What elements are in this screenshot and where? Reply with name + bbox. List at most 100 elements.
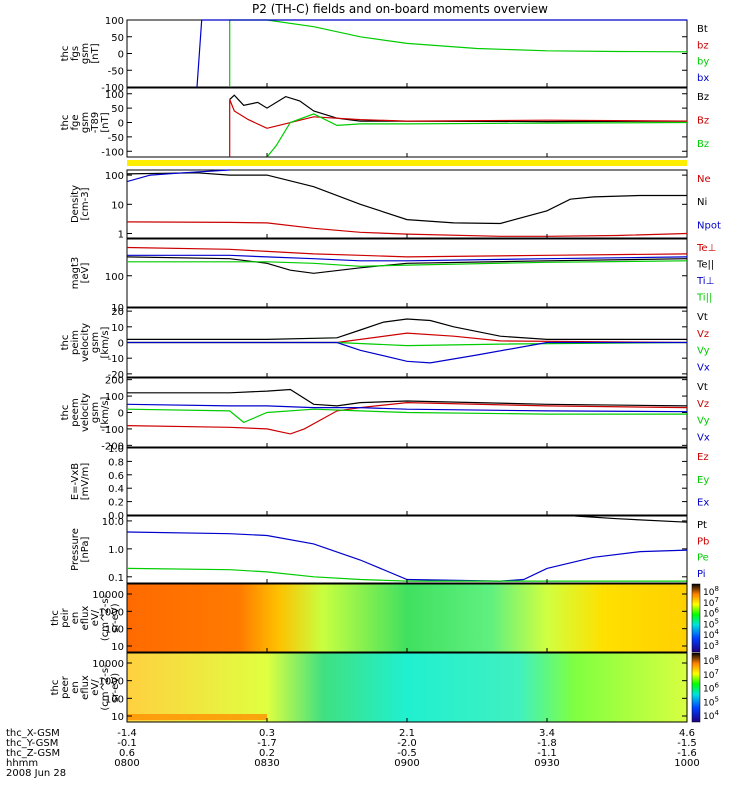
spectrogram-band: [127, 714, 267, 720]
y-axis-label: fgs: [70, 46, 81, 61]
colorbar-label: 105: [703, 695, 719, 708]
legend-label: Vt: [697, 312, 708, 323]
colorbar-exponent: 6: [714, 682, 719, 690]
y-axis-label: (cm^2-s-: [100, 594, 111, 641]
legend-label: Vy: [697, 346, 710, 357]
legend-label: Pe: [697, 553, 709, 564]
y-tick-label: 10: [111, 323, 124, 334]
y-axis-label: velocity: [80, 393, 91, 432]
ephemeris-value: 0.2: [259, 748, 275, 759]
y-axis-label: sr-eV): [110, 603, 121, 632]
ephemeris-value: -1.6: [677, 748, 697, 759]
y-tick-label: 10000: [92, 590, 124, 601]
series-Vx: [126, 403, 688, 413]
legend-label: Vx: [697, 433, 710, 444]
y-axis-label: [eV]: [80, 263, 91, 284]
legend-label: Bz: [697, 139, 709, 150]
y-tick-label: 0.4: [108, 484, 124, 495]
y-axis-label: (cm^2-s-: [100, 664, 111, 711]
panel-frame: [126, 169, 688, 239]
legend-label: Vz: [697, 329, 709, 340]
ephemeris-value: 0.3: [259, 728, 275, 739]
y-tick-label: 0: [118, 409, 124, 420]
y-tick-label: 1.0: [108, 545, 124, 556]
y-tick-label: 100: [105, 171, 124, 182]
ephemeris-value: 1000: [674, 758, 699, 769]
series-Pt: [574, 515, 688, 523]
y-axis-label: velocity: [80, 323, 91, 362]
ephemeris-value: 0830: [254, 758, 279, 769]
y-axis-label: [nT]: [100, 112, 111, 132]
legend-label: Ti⊥: [696, 276, 714, 287]
ephemeris-value: 0800: [114, 758, 139, 769]
colorbar-exponent: 7: [714, 596, 718, 604]
colorbar-label: 106: [703, 682, 719, 695]
series-Bz: [229, 94, 688, 123]
y-tick-label: 1.0: [108, 444, 124, 455]
ephemeris-value: 0930: [534, 758, 559, 769]
series-Ti||: [127, 260, 688, 267]
y-tick-label: 100: [105, 392, 124, 403]
y-tick-label: 20: [111, 307, 124, 318]
y-tick-label: 10: [111, 712, 124, 723]
ephemeris-value: -2.0: [397, 738, 417, 749]
y-axis-label: -T89: [90, 112, 101, 134]
y-axis-label: peem: [70, 398, 81, 426]
y-tick-label: -100: [101, 425, 124, 436]
ephemeris-row-label: thc_Y-GSM: [6, 738, 58, 749]
panel-temp: 100 10 magt3 [eV] Te⊥ Te|| Ti⊥ Ti||: [70, 238, 716, 314]
legend-label: Pb: [697, 536, 709, 547]
y-axis-label: thc: [50, 680, 61, 696]
ephemeris-row-label: thc_Z-GSM: [6, 748, 60, 759]
colorbar-label: 107: [703, 668, 719, 681]
y-axis-label: E=-VxB: [70, 463, 81, 500]
legend-label: Ne: [697, 174, 711, 185]
spectrogram-peer: [127, 653, 687, 722]
y-tick-label: 1: [118, 229, 124, 240]
legend-label: Bz: [697, 116, 709, 127]
y-tick-label: 0: [118, 50, 124, 61]
y-tick-label: 10000: [92, 659, 124, 670]
separator-strip: [127, 160, 687, 166]
colorbar-exponent: 6: [714, 607, 719, 615]
y-axis-label: magt3: [70, 257, 81, 290]
legend-label: Ez: [697, 452, 709, 463]
y-axis-label: sr-eV): [110, 673, 121, 702]
y-axis-label: thc: [60, 405, 71, 421]
series-Ti⊥: [127, 254, 688, 262]
y-tick-label: 0.0: [108, 511, 124, 522]
legend-label: bx: [697, 73, 709, 84]
y-axis-label: [nPa]: [80, 536, 91, 562]
y-axis-label: eV/: [90, 679, 101, 696]
x-axis-ephemeris: thc_X-GSMthc_Y-GSMthc_Z-GSMhhmm-1.4-0.10…: [6, 728, 700, 769]
ephemeris-value: 0.6: [119, 748, 135, 759]
y-axis-label: fge: [70, 114, 81, 130]
colorbar-exponent: 5: [714, 617, 718, 625]
ephemeris-row-label: thc_X-GSM: [6, 728, 60, 739]
y-tick-label: 0: [118, 119, 124, 130]
y-axis-label: [nT]: [90, 43, 101, 63]
colorbar-exponent: 5: [714, 695, 718, 703]
legend-label: Pt: [697, 520, 707, 531]
ephemeris-row-label: hhmm: [6, 758, 38, 769]
y-tick-label: 0.6: [108, 471, 124, 482]
legend-label: Ni: [697, 197, 707, 208]
legend-label: Npot: [697, 220, 721, 231]
colorbar-exponent: 3: [714, 639, 718, 647]
y-tick-label: 0.1: [108, 573, 124, 584]
ephemeris-value: -0.1: [117, 738, 137, 749]
series-bx: [196, 19, 687, 88]
y-axis-label: thc: [60, 115, 71, 131]
panel-fge: 100 50 0 -50 -100 thc fge gsm -T89 [nT] Bz Bz Bz: [60, 87, 709, 158]
y-axis-label: gsm: [80, 43, 91, 64]
series-Npot: [126, 169, 230, 183]
series-Vy: [126, 408, 687, 424]
panel-pressure: 10.0 1.0 0.1 Pressure [nPa] Pt Pb Pe Pi: [70, 515, 709, 584]
y-axis-label: peir: [60, 607, 71, 627]
y-axis-label: Pressure: [70, 528, 81, 571]
y-axis-label: eV/: [90, 609, 101, 626]
legend-label: by: [697, 57, 709, 68]
panel-fgs: 100 50 0 -50 -100 thc fgs gsm [nT] Bt bz by bx: [60, 16, 709, 94]
